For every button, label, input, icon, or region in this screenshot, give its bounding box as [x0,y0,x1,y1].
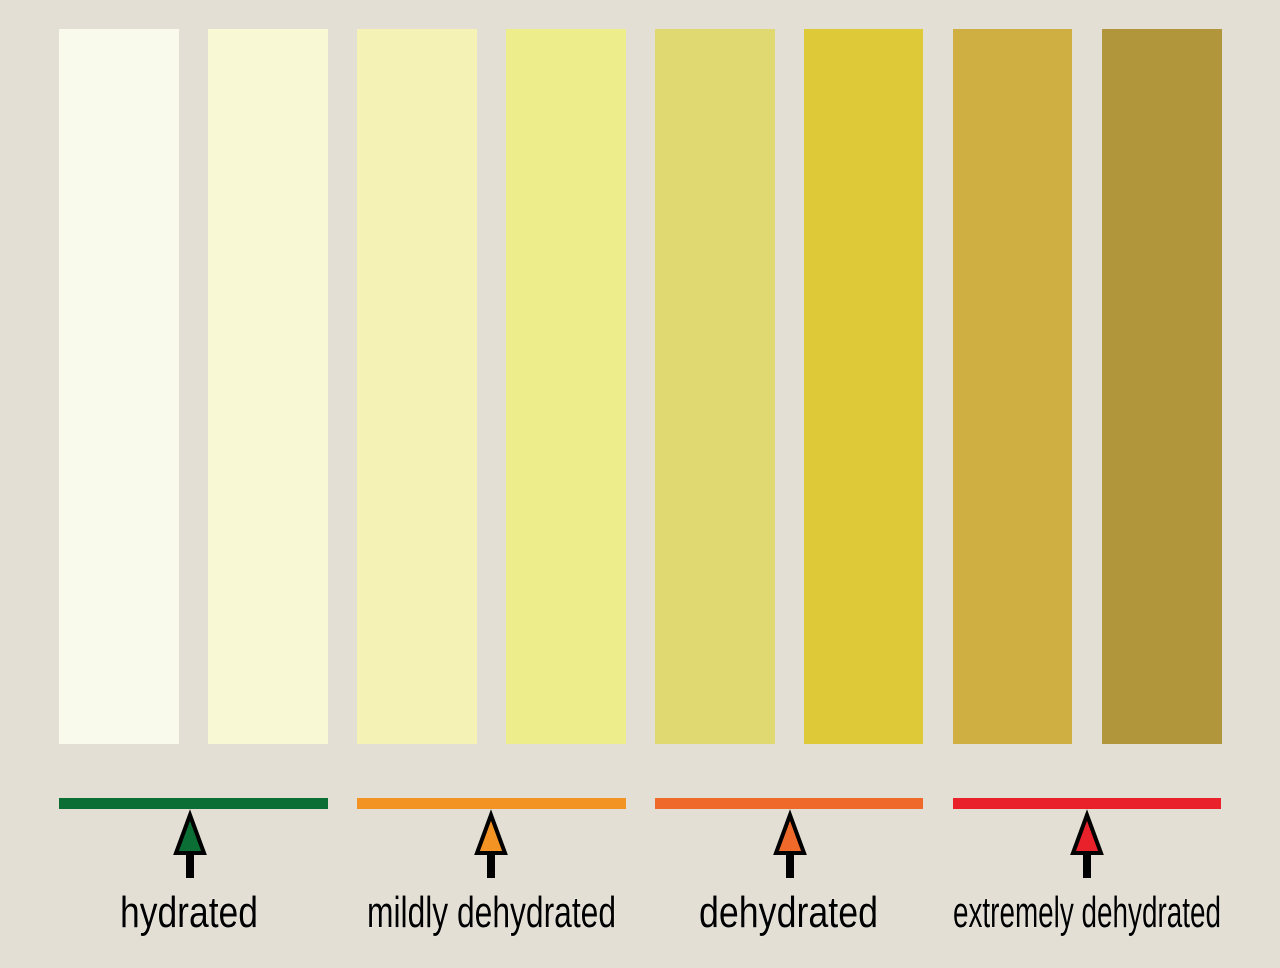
arrow [773,809,807,878]
label: dehydrated [699,888,878,937]
swatch [655,29,775,744]
label: extremely dehydrated [953,888,1221,937]
swatch [506,29,626,744]
swatch [357,29,477,744]
swatch [804,29,923,744]
swatch [1102,29,1222,744]
range-bar [59,798,328,809]
arrow [1070,809,1104,878]
swatch [59,29,179,744]
arrows [173,809,1104,878]
range-bars [59,798,1221,809]
swatches [59,29,1222,744]
range-bar [357,798,626,809]
label: mildly dehydrated [367,888,616,937]
swatch [208,29,328,744]
range-bar [953,798,1221,809]
label: hydrated [120,888,258,937]
swatch [953,29,1072,744]
range-bar [655,798,923,809]
arrow [173,809,207,878]
arrow [474,809,508,878]
